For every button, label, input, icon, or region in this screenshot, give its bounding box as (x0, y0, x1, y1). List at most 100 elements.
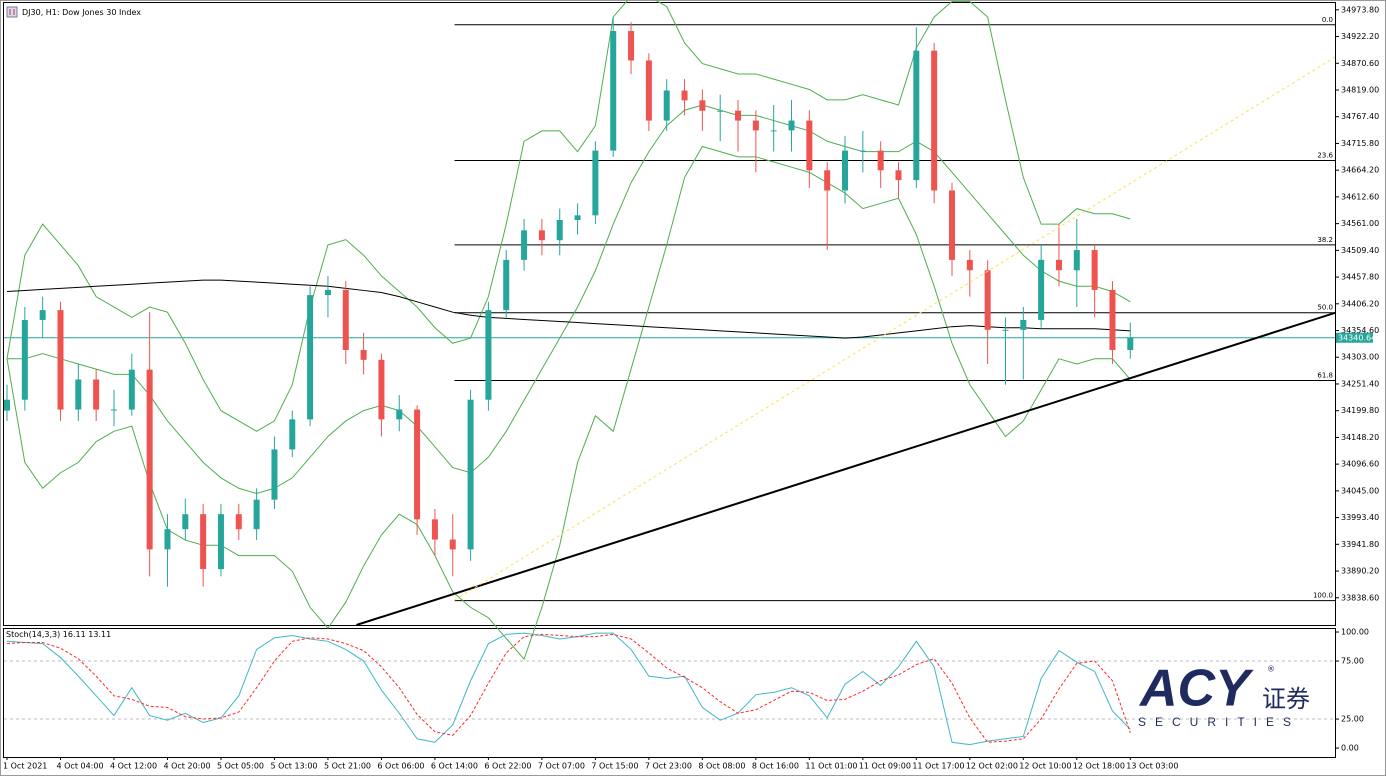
candle-body (200, 514, 207, 570)
candle-body (699, 100, 706, 111)
candle-body (396, 409, 403, 420)
symbol-icon (6, 6, 18, 18)
candle-body (592, 150, 599, 216)
y-tick-label: 34406.20 (1341, 299, 1379, 308)
candle-body (645, 60, 652, 121)
x-tick-label: 12 Oct 10:00 (1019, 762, 1071, 771)
y-tick-label: 34561.00 (1341, 219, 1379, 228)
x-tick-label: 12 Oct 02:00 (966, 762, 1018, 771)
candle-body (913, 50, 920, 181)
x-tick-label: 1 Oct 2021 (3, 762, 47, 771)
y-tick-label: 34354.60 (1341, 326, 1379, 335)
indicator-line (6, 145, 1131, 661)
candle-body (467, 399, 474, 550)
candle-body (253, 499, 260, 530)
fibo-label: 100.0 (1313, 592, 1333, 600)
y-tick-label: 34251.40 (1341, 379, 1379, 388)
stoch-layer (4, 632, 1335, 746)
logo-sub: SECURITIES (1138, 715, 1300, 729)
candle-body (735, 110, 742, 121)
candle-body (610, 30, 617, 151)
x-tick-label: 6 Oct 06:00 (377, 762, 424, 771)
candle-body (128, 369, 135, 410)
candle-body (21, 319, 28, 400)
current-price-label: 34340.64 (1338, 333, 1376, 342)
candle-body (556, 220, 563, 241)
y-tick-label: 33993.40 (1341, 513, 1379, 522)
x-tick-label: 7 Oct 07:00 (538, 762, 585, 771)
x-tick-label: 4 Oct 04:00 (56, 762, 103, 771)
x-tick-label: 4 Oct 20:00 (163, 762, 210, 771)
trendline (454, 56, 1335, 601)
y-tick-label: 34509.40 (1341, 246, 1379, 255)
candle-body (770, 130, 777, 132)
indicator-line (7, 104, 1131, 494)
candle-body (4, 399, 10, 411)
fibo-label: 23.6 (1317, 151, 1333, 159)
x-tick-label: 11 Oct 17:00 (912, 762, 964, 771)
y-tick-label: 33838.60 (1341, 593, 1379, 602)
candle-body (1073, 250, 1080, 271)
y-tick-label: 34715.80 (1341, 139, 1379, 148)
candle-body (842, 150, 849, 191)
candle-body (717, 110, 724, 112)
y-tick-label: 34199.80 (1341, 406, 1379, 415)
candle-body (307, 295, 314, 420)
candle-body (414, 409, 421, 520)
x-tick-label: 8 Oct 08:00 (698, 762, 745, 771)
candle-body (182, 514, 189, 530)
y-tick-label: 34612.60 (1341, 192, 1379, 201)
candle-body (431, 519, 438, 540)
y-tick-label: 34148.20 (1341, 433, 1379, 442)
candle-body (57, 310, 64, 410)
candle-body (824, 170, 831, 191)
x-tick-label: 5 Oct 13:00 (270, 762, 317, 771)
indicator-line (6, 279, 1131, 339)
logo-mark: ® (1267, 665, 1275, 674)
candle-body (485, 310, 492, 400)
main-layer: 0.0 23.6 38.2 50.0 61.8 100.0 (4, 0, 1335, 661)
logo-cn: 证券 (1262, 685, 1310, 713)
candle-body (931, 50, 938, 191)
candle-body (75, 379, 82, 410)
y-tick-label: 34045.00 (1341, 486, 1379, 495)
candle-body (324, 289, 331, 296)
candle-body (984, 270, 991, 330)
fibo-label: 0.0 (1322, 16, 1333, 24)
x-tick-label: 11 Oct 01:00 (805, 762, 857, 771)
candle-body (39, 310, 46, 320)
current-price-tag (1336, 332, 1373, 343)
main-pane (3, 2, 1336, 626)
x-tick-label: 11 Oct 09:00 (859, 762, 911, 771)
y-tick-label: 34767.40 (1341, 112, 1379, 121)
candle-body (342, 289, 349, 350)
stoch-title: Stoch(14,3,3) 16.11 13.11 (6, 630, 111, 639)
candle-body (235, 514, 242, 530)
candle-body (681, 90, 688, 101)
candle-body (628, 30, 635, 61)
x-tick-label: 7 Oct 15:00 (591, 762, 638, 771)
y-tick-label: 0.00 (1341, 744, 1359, 753)
candle-body (752, 120, 759, 131)
stoch-line (6, 633, 1131, 743)
candle-body (378, 359, 385, 420)
candle-body (877, 150, 884, 171)
candle-body (966, 259, 973, 271)
trendline (356, 311, 1335, 625)
candle-body (1038, 259, 1045, 320)
fibo-label: 38.2 (1317, 236, 1333, 244)
stoch-pane (3, 628, 1336, 758)
chart-title: DJ30, H1: Dow Jones 30 Index (22, 8, 141, 17)
y-tick-label: 34457.80 (1341, 273, 1379, 282)
x-tick-label: 7 Oct 23:00 (645, 762, 692, 771)
candle-body (110, 409, 117, 411)
x-tick-label: 8 Oct 16:00 (752, 762, 799, 771)
y-tick-label: 33890.20 (1341, 567, 1379, 576)
candle-body (146, 369, 153, 550)
x-tick-label: 6 Oct 22:00 (484, 762, 531, 771)
candle-body (1002, 329, 1009, 331)
candle-body (93, 379, 100, 410)
y-tick-label: 34870.60 (1341, 59, 1379, 68)
